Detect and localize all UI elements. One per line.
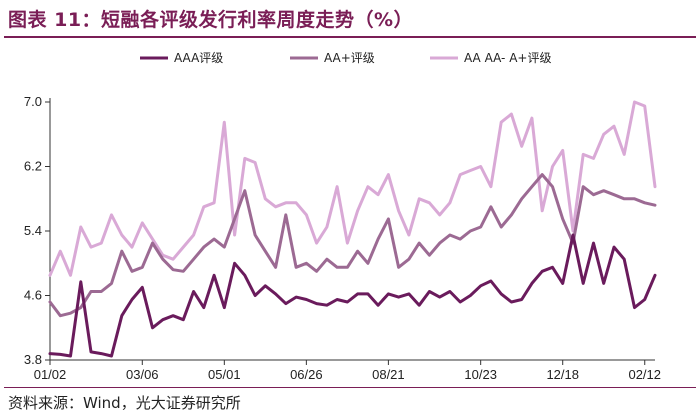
y-tick-label: 7.0 xyxy=(24,94,42,109)
x-tick-label: 02/12 xyxy=(628,367,661,382)
y-tick-label: 6.2 xyxy=(24,159,42,174)
x-tick-label: 12/18 xyxy=(546,367,579,382)
line-chart: AAA评级 AA+评级 AA AA- A+评级 3.8 4.6 5.4 6.2 7.0 01/… xyxy=(24,51,661,382)
y-tick-label: 4.6 xyxy=(24,288,42,303)
title-divider xyxy=(4,36,696,38)
chart-legend: AAA评级 AA+评级 AA AA- A+评级 xyxy=(140,51,551,65)
legend-label: AAA评级 xyxy=(174,51,223,65)
source-divider xyxy=(4,387,696,388)
series-line-1 xyxy=(48,233,657,358)
legend-label: AA+评级 xyxy=(324,51,375,65)
source-note: 资料来源：Wind，光大证券研究所 xyxy=(8,394,241,412)
x-tick-label: 08/21 xyxy=(372,367,405,382)
figure-header: 图表 11：短融各评级发行利率周度走势（%） xyxy=(0,0,700,40)
x-tick-label: 01/02 xyxy=(34,367,67,382)
y-tick-label: 5.4 xyxy=(24,223,42,238)
series-line-2 xyxy=(48,173,657,318)
y-tick-label: 3.8 xyxy=(24,352,42,367)
x-tick-label: 03/06 xyxy=(126,367,159,382)
x-tick-label: 10/23 xyxy=(464,367,497,382)
chart-axes: 3.8 4.6 5.4 6.2 7.0 01/02 03/06 05/01 06/26 08/21… xyxy=(24,94,661,382)
series-line-3 xyxy=(48,100,657,277)
chart-series xyxy=(48,100,657,358)
legend-label: AA AA- A+评级 xyxy=(464,51,551,65)
figure-title: 图表 11：短融各评级发行利率周度走势（%） xyxy=(8,9,414,31)
x-tick-label: 06/26 xyxy=(290,367,323,382)
x-tick-label: 05/01 xyxy=(208,367,241,382)
